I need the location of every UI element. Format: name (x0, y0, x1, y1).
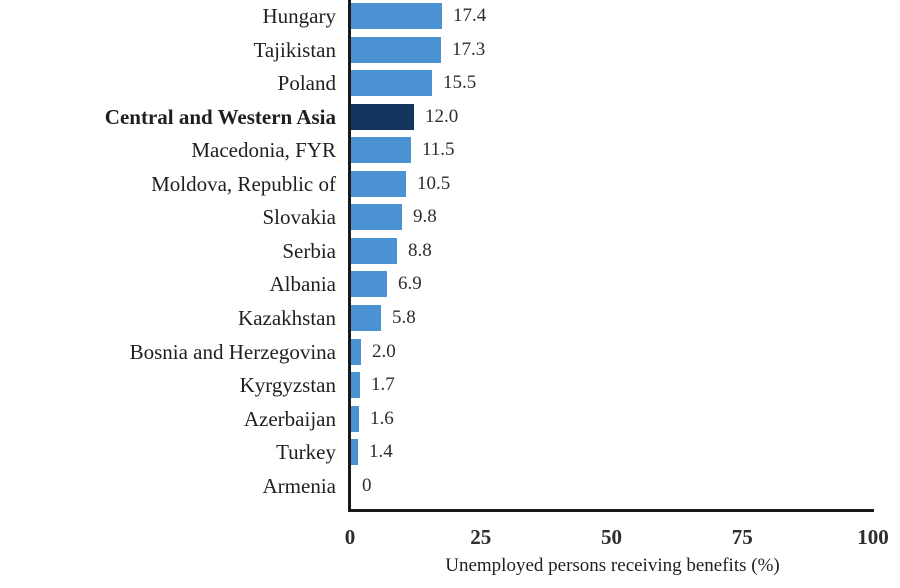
category-label: Armenia (262, 473, 336, 498)
x-tick-label: 75 (731, 525, 753, 549)
bar (351, 137, 411, 164)
value-label: 2.0 (372, 340, 396, 362)
x-tick-label: 25 (470, 525, 492, 549)
bar (351, 204, 402, 231)
y-axis-line (348, 0, 351, 512)
value-label: 5.8 (392, 306, 416, 328)
bar (351, 304, 381, 331)
category-label: Hungary (262, 4, 336, 28)
x-tick-label: 100 (857, 525, 889, 549)
category-label: Central and Western Asia (104, 104, 336, 129)
bar (351, 237, 397, 264)
category-label: Poland (277, 71, 336, 96)
bar (351, 170, 406, 197)
category-label: Macedonia, FYR (191, 138, 336, 163)
category-label: Albania (269, 272, 336, 297)
category-label: Serbia (282, 238, 336, 263)
value-label: 1.4 (369, 441, 393, 463)
category-label: Slovakia (262, 205, 337, 230)
value-label: 11.5 (422, 139, 455, 161)
bar-highlight (351, 103, 414, 130)
x-tick-label: 50 (601, 525, 622, 549)
value-label: 8.8 (408, 239, 432, 261)
value-label: 17.3 (452, 38, 486, 60)
category-label: Azerbaijan (243, 406, 336, 431)
category-label: Kazakhstan (238, 305, 336, 330)
value-label: 12.0 (425, 105, 459, 127)
value-label: 10.5 (417, 172, 451, 194)
bar (351, 439, 358, 466)
category-label: Tajikistan (253, 37, 336, 62)
bar (351, 271, 387, 298)
bar (351, 3, 442, 29)
x-tick-label: 0 (344, 525, 356, 549)
bar (351, 372, 360, 399)
value-label: 0 (362, 474, 372, 496)
value-label: 17.4 (453, 5, 487, 26)
category-label: Kyrgyzstan (239, 373, 336, 398)
value-label: 6.9 (398, 273, 422, 295)
category-label: Turkey (276, 440, 336, 465)
x-axis-title: Unemployed persons receiving benefits (%… (445, 555, 780, 576)
bar (351, 405, 359, 432)
value-label: 1.7 (371, 374, 395, 396)
value-label: 15.5 (443, 72, 477, 94)
x-axis-line (348, 509, 874, 512)
bar (351, 338, 361, 365)
bar (351, 70, 432, 97)
value-label: 1.6 (370, 407, 394, 429)
value-label: 9.8 (413, 206, 437, 228)
bar (351, 36, 441, 63)
category-label: Bosnia and Herzegovina (129, 339, 336, 364)
category-label: Moldova, Republic of (151, 171, 336, 196)
